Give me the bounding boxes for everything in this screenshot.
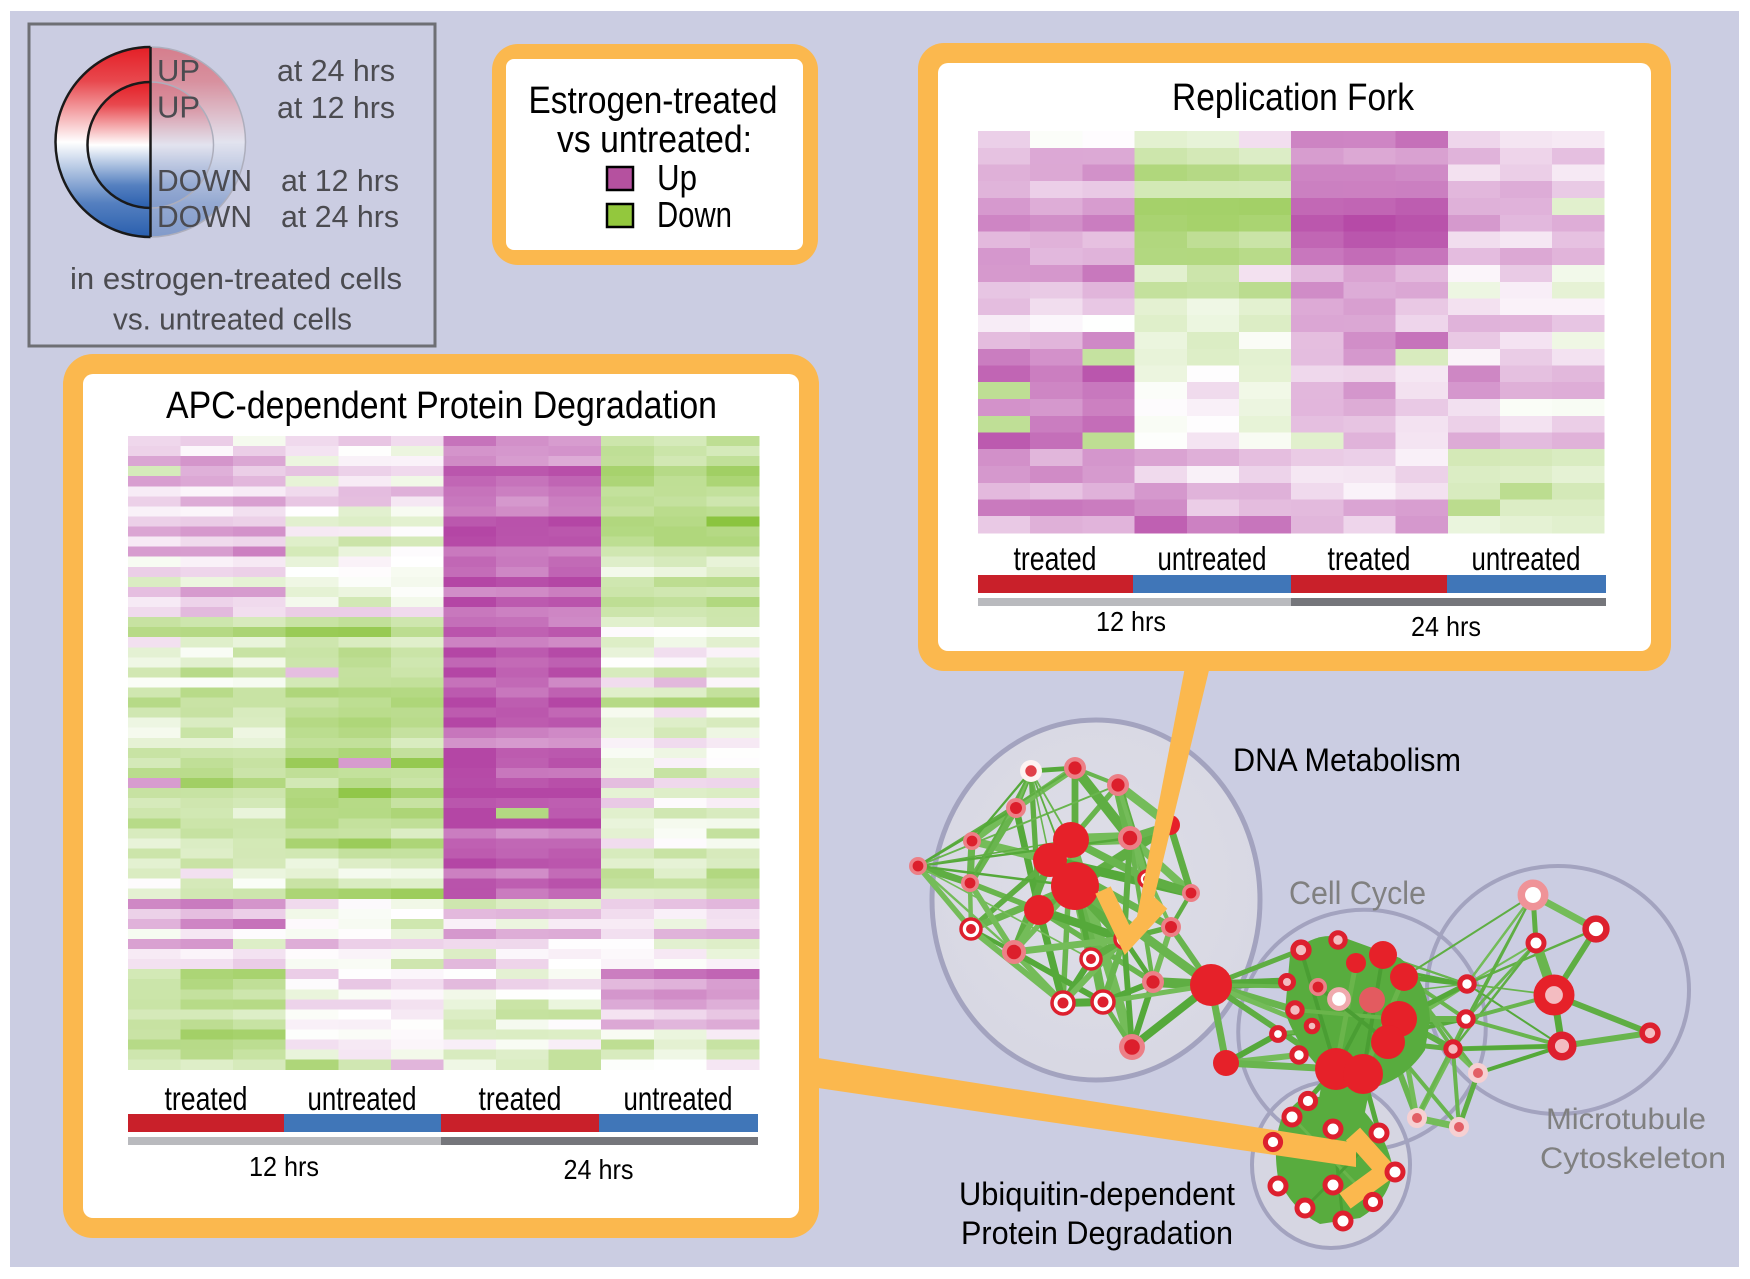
svg-text:treated: treated	[479, 1080, 562, 1117]
svg-text:Protein Degradation: Protein Degradation	[961, 1215, 1233, 1251]
svg-text:vs. untreated cells: vs. untreated cells	[113, 302, 352, 337]
svg-text:Cell Cycle: Cell Cycle	[1289, 875, 1426, 911]
svg-text:untreated: untreated	[1158, 540, 1267, 577]
svg-text:treated: treated	[1328, 540, 1411, 577]
svg-text:12 hrs: 12 hrs	[249, 1151, 319, 1182]
svg-text:treated: treated	[165, 1080, 248, 1117]
svg-text:Replication Fork: Replication Fork	[1172, 77, 1415, 119]
svg-text:Cytoskeleton: Cytoskeleton	[1540, 1142, 1726, 1175]
svg-text:24 hrs: 24 hrs	[564, 1154, 634, 1185]
svg-text:Ubiquitin-dependent: Ubiquitin-dependent	[959, 1176, 1235, 1212]
svg-text:untreated: untreated	[624, 1080, 733, 1117]
svg-text:at 24 hrs: at 24 hrs	[281, 199, 399, 234]
svg-text:Estrogen-treated: Estrogen-treated	[529, 80, 778, 122]
svg-text:at 24 hrs: at 24 hrs	[277, 53, 395, 88]
svg-text:at 12 hrs: at 12 hrs	[281, 163, 399, 198]
svg-text:Down: Down	[657, 194, 732, 235]
svg-text:12 hrs: 12 hrs	[1096, 606, 1166, 637]
svg-text:Microtubule: Microtubule	[1546, 1103, 1706, 1136]
svg-text:at 12 hrs: at 12 hrs	[277, 90, 395, 125]
svg-text:untreated: untreated	[308, 1080, 417, 1117]
svg-text:untreated: untreated	[1472, 540, 1581, 577]
svg-text:treated: treated	[1014, 540, 1097, 577]
svg-text:UP: UP	[157, 53, 200, 88]
svg-text:vs untreated:: vs untreated:	[557, 119, 752, 161]
svg-text:24 hrs: 24 hrs	[1411, 611, 1481, 642]
svg-text:in estrogen-treated cells: in estrogen-treated cells	[70, 261, 402, 296]
svg-text:APC-dependent Protein Degradat: APC-dependent Protein Degradation	[166, 385, 717, 427]
svg-text:Up: Up	[657, 157, 697, 198]
svg-text:DOWN: DOWN	[157, 199, 252, 234]
svg-text:DOWN: DOWN	[157, 163, 252, 198]
svg-text:UP: UP	[157, 90, 200, 125]
svg-text:DNA Metabolism: DNA Metabolism	[1233, 742, 1461, 778]
